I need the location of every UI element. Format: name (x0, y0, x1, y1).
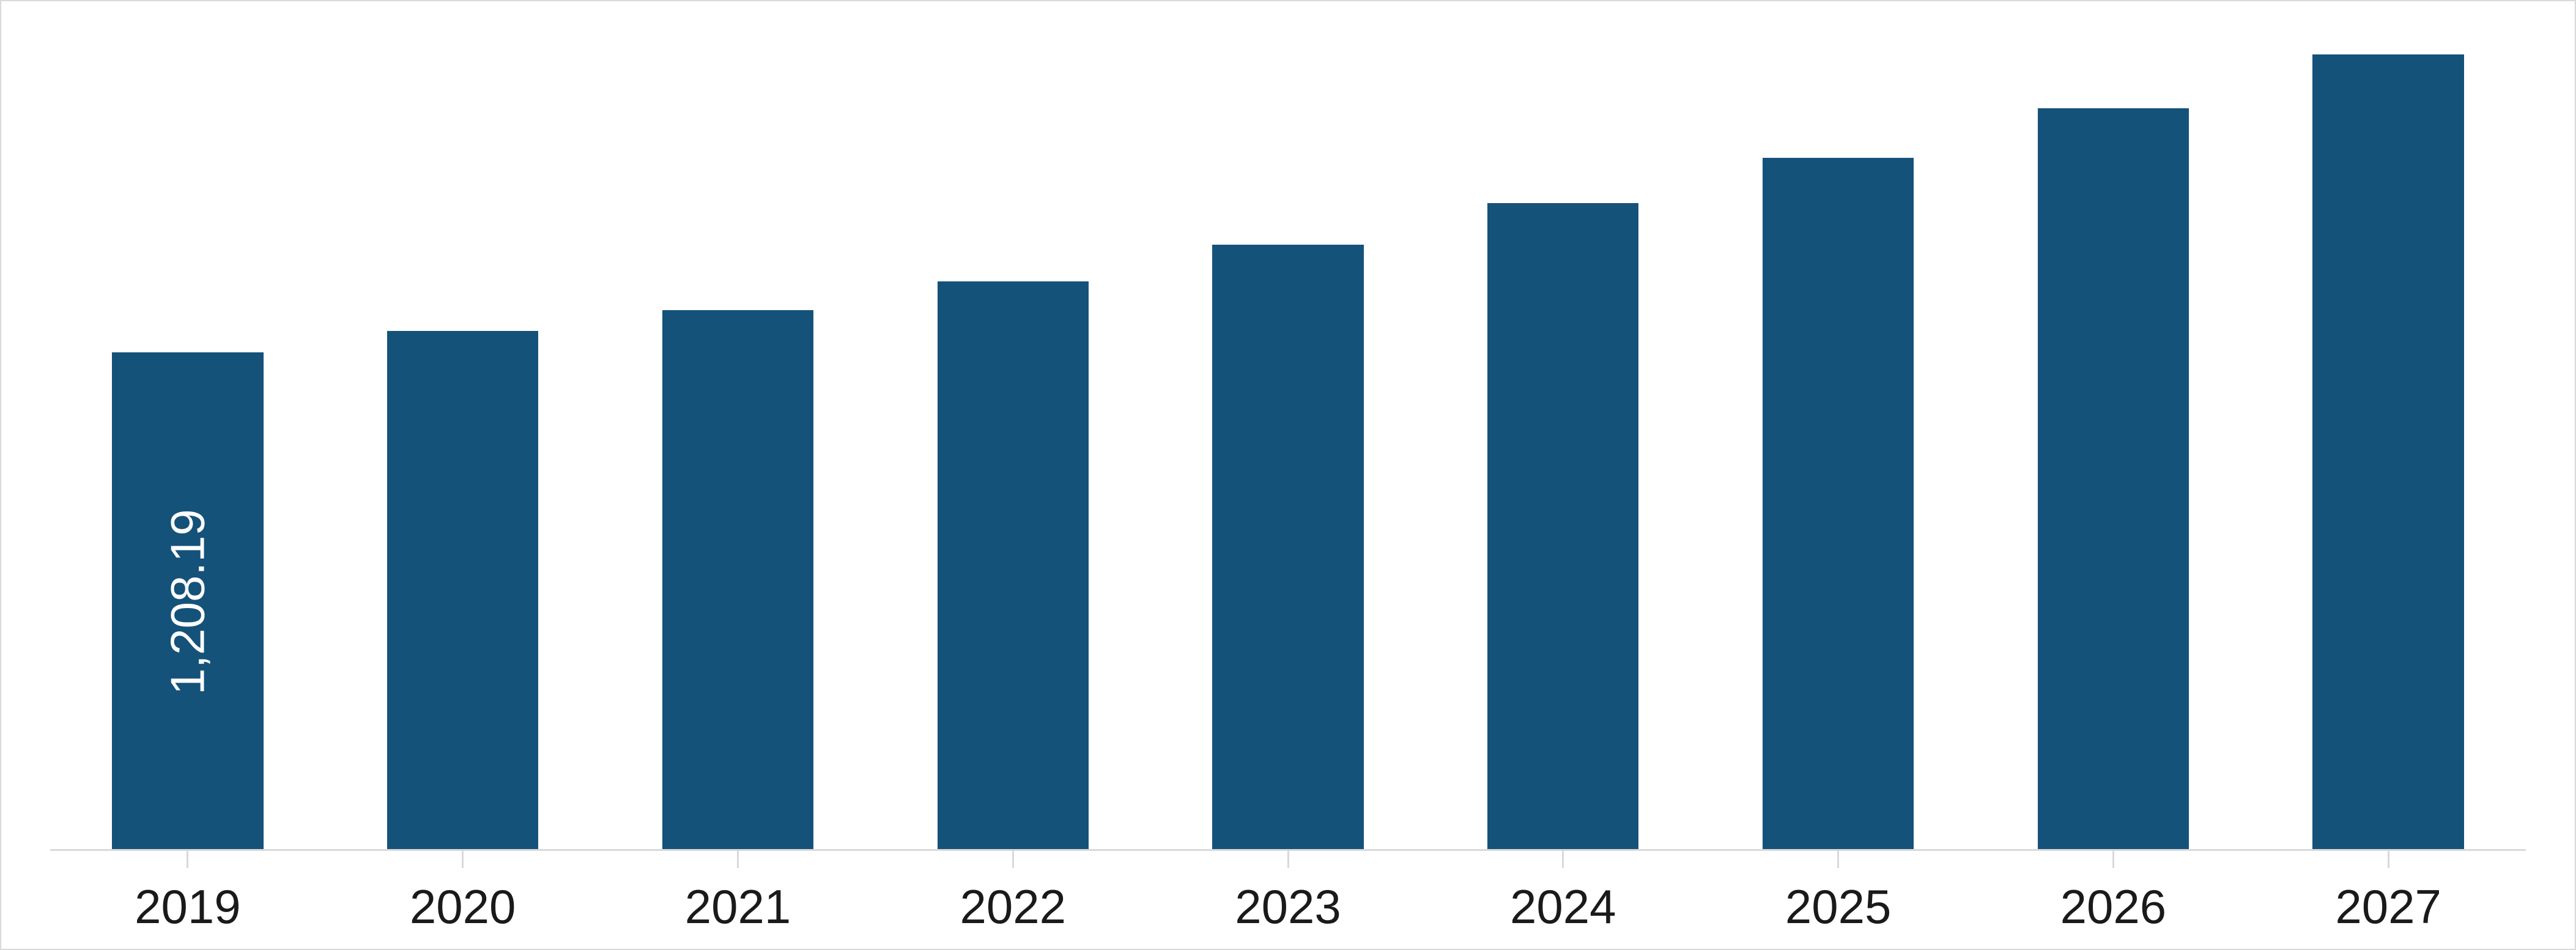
bar (1212, 245, 1363, 852)
x-tick: 2022 (875, 851, 1150, 949)
bar (2312, 54, 2463, 851)
bar-value-label: 1,208.19 (160, 509, 215, 695)
bar (387, 331, 538, 851)
x-tick: 2025 (1701, 851, 1976, 949)
plot-area: 1,208.19 (50, 26, 2526, 851)
bar (2038, 108, 2189, 851)
x-tick-mark (737, 851, 739, 868)
x-tick-label: 2025 (1785, 879, 1892, 935)
x-tick-mark (1012, 851, 1014, 868)
bar-chart: 1,208.19 2019 2020 2021 2022 2023 2024 2025 202… (0, 0, 2576, 950)
x-tick: 2020 (325, 851, 601, 949)
bar: 1,208.19 (112, 352, 263, 851)
bar-slot (875, 26, 1150, 851)
bar-slot (2251, 26, 2526, 851)
x-tick-mark (1287, 851, 1289, 868)
bar (1487, 203, 1638, 851)
x-tick: 2021 (601, 851, 876, 949)
bar-slot (1150, 26, 1426, 851)
bar-slot (325, 26, 601, 851)
bar (1763, 158, 1914, 851)
x-tick-mark (1837, 851, 1839, 868)
x-tick-label: 2022 (960, 879, 1066, 935)
x-tick: 2019 (50, 851, 325, 949)
x-tick: 2027 (2251, 851, 2526, 949)
bar-slot: 1,208.19 (50, 26, 325, 851)
bar-slot (601, 26, 876, 851)
x-tick-mark (2112, 851, 2114, 868)
x-tick-mark (2388, 851, 2389, 868)
bar-slot (1426, 26, 1701, 851)
x-tick-label: 2027 (2335, 879, 2441, 935)
bar (662, 310, 813, 851)
x-tick-label: 2021 (685, 879, 791, 935)
x-tick-label: 2024 (1510, 879, 1616, 935)
x-axis: 2019 2020 2021 2022 2023 2024 2025 2026 2027 (50, 851, 2526, 949)
bar-slot (1701, 26, 1976, 851)
x-tick-mark (187, 851, 188, 868)
x-tick-label: 2019 (135, 879, 241, 935)
x-tick-label: 2023 (1235, 879, 1341, 935)
x-tick-mark (1562, 851, 1564, 868)
bars-container: 1,208.19 (50, 26, 2526, 851)
x-tick: 2026 (1975, 851, 2251, 949)
x-tick: 2023 (1150, 851, 1426, 949)
bar-slot (1975, 26, 2251, 851)
x-tick: 2024 (1426, 851, 1701, 949)
x-tick-mark (462, 851, 464, 868)
bar (938, 281, 1089, 851)
x-tick-label: 2020 (410, 879, 516, 935)
x-tick-label: 2026 (2060, 879, 2167, 935)
